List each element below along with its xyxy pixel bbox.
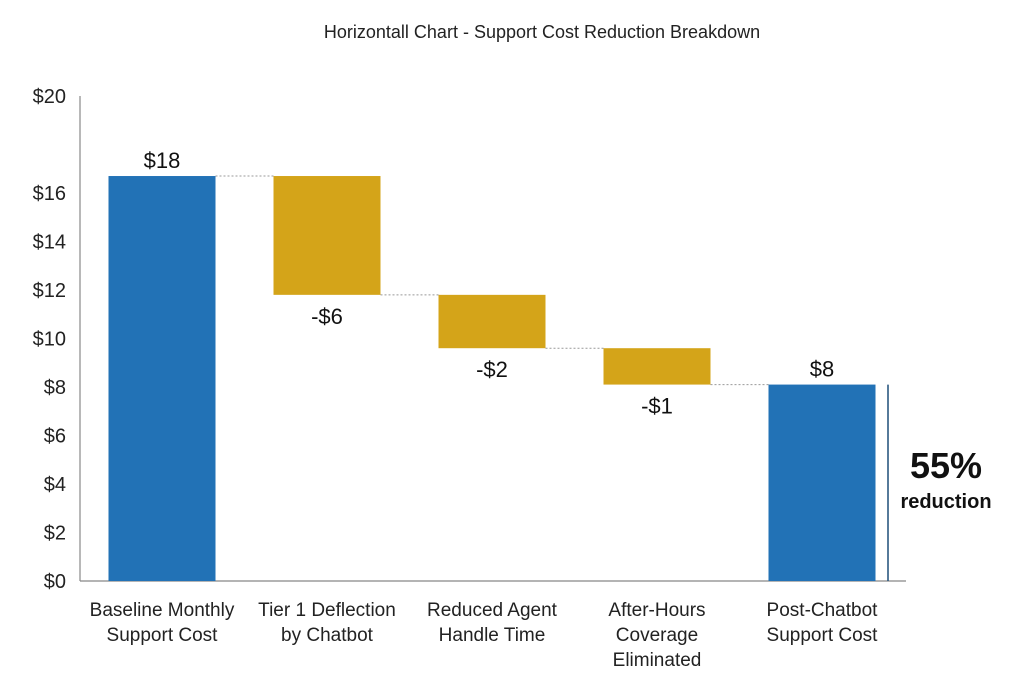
y-tick-label: $12 <box>33 280 66 302</box>
y-tick-label: $4 <box>44 474 66 496</box>
chart-title: Horizontall Chart - Support Cost Reducti… <box>323 22 761 42</box>
category-label: Reduced Agent Handle Time <box>427 600 558 646</box>
category-label-line: Tier 1 Deflection <box>258 600 396 621</box>
y-tick-label: $8 <box>44 377 66 399</box>
total-bar <box>768 384 876 581</box>
category-label-line: Baseline Monthly <box>90 600 235 621</box>
category-label-line: Coverage <box>616 625 698 646</box>
y-tick-label: $20 <box>33 86 66 108</box>
category-label-line: Handle Time <box>439 625 546 646</box>
category-label-line: Post-Chatbot <box>767 600 879 621</box>
category-label-line: Support Cost <box>767 625 879 646</box>
category-label: After-Hours Coverage Eliminated <box>608 600 705 671</box>
reduction-percent: 55% <box>910 445 982 486</box>
category-label-line: by Chatbot <box>281 625 374 646</box>
y-tick-label: $6 <box>44 426 66 448</box>
bar-value-label: -$6 <box>311 304 343 329</box>
reduction-caption: reduction <box>900 491 991 513</box>
category-label: Tier 1 Deflection by Chatbot <box>258 600 396 646</box>
total-bar <box>108 176 216 581</box>
category-label: Baseline Monthly Support Cost <box>90 600 235 646</box>
category-label-line: Reduced Agent <box>427 600 558 621</box>
y-tick-label: $16 <box>33 183 66 205</box>
decrease-bar <box>438 294 546 349</box>
bar-value-label: -$2 <box>476 357 508 382</box>
y-tick-label: $0 <box>44 571 66 593</box>
bar-value-label: $8 <box>810 357 834 382</box>
bar-value-label: $18 <box>144 148 181 173</box>
y-tick-label: $2 <box>44 523 66 545</box>
bar-value-label: -$1 <box>641 394 673 419</box>
category-label-line: After-Hours <box>608 600 705 621</box>
decrease-bar <box>273 176 381 295</box>
category-label: Post-Chatbot Support Cost <box>767 600 879 646</box>
y-tick-label: $14 <box>33 232 66 254</box>
category-label-line: Support Cost <box>107 625 219 646</box>
category-label-line: Eliminated <box>613 650 702 671</box>
y-tick-label: $10 <box>33 329 66 351</box>
decrease-bar <box>603 348 711 385</box>
